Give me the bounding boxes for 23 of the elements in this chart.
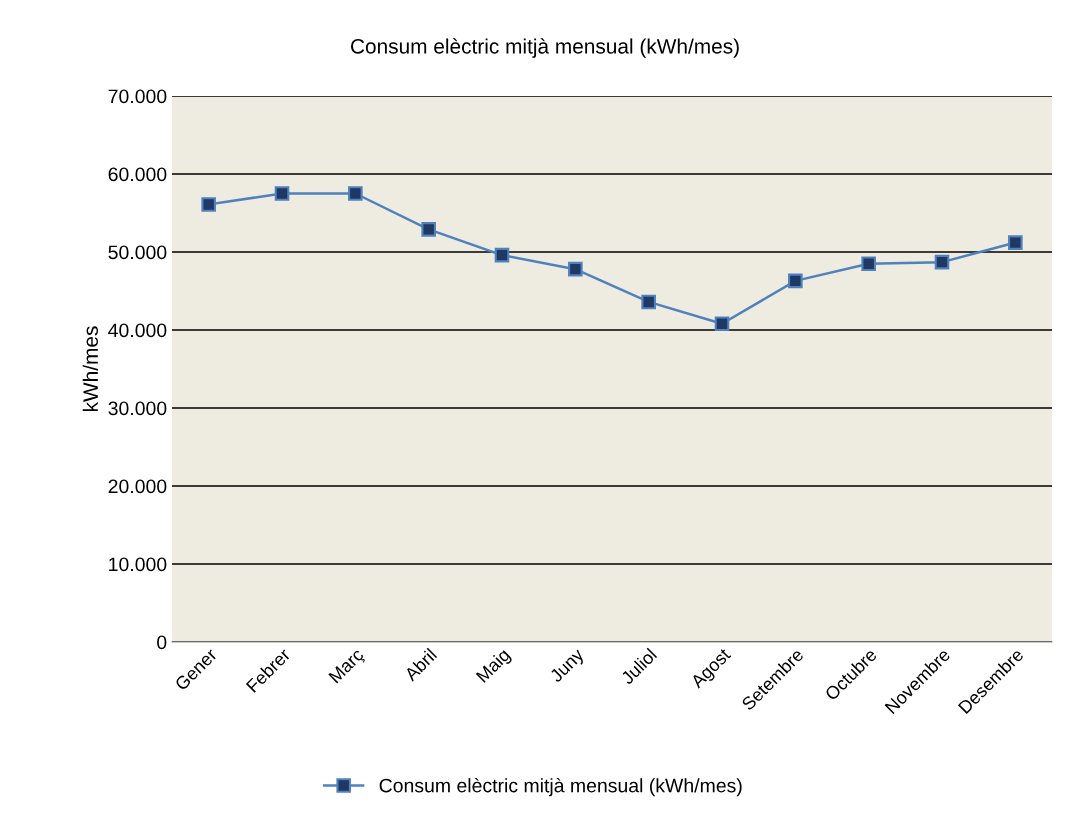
y-tick-label: 50.000 — [108, 245, 167, 260]
y-axis-title: kWh/mes — [82, 326, 98, 411]
y-tick-label: 10.000 — [109, 557, 167, 572]
point — [1008, 235, 1023, 250]
point — [788, 273, 803, 289]
legend-label: Consum elèctric mitjà mensual (kWh/mes) — [379, 777, 742, 797]
chart-title: Consum elèctric mitjà mensual (kWh/mes) — [351, 38, 739, 58]
point — [494, 247, 510, 263]
point — [641, 294, 656, 310]
y-tick-label: 30.000 — [108, 401, 167, 416]
point — [421, 222, 436, 237]
point — [274, 186, 290, 201]
y-tick-label: 70.000 — [108, 89, 167, 104]
point — [201, 197, 216, 212]
y-tick-label: 60.000 — [108, 167, 167, 182]
point — [861, 256, 876, 271]
point — [568, 261, 583, 277]
point — [714, 316, 730, 332]
y-tick-label: 0 — [157, 635, 167, 650]
point — [348, 186, 363, 201]
point — [934, 254, 950, 270]
y-tick-label: 40.000 — [108, 323, 167, 338]
y-tick-label: 20.000 — [108, 479, 167, 494]
